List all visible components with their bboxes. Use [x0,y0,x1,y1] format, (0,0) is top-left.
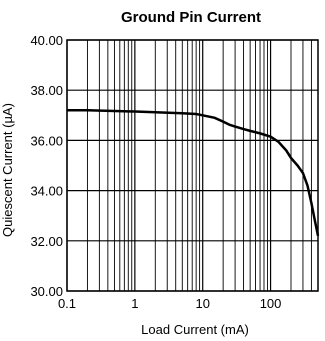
y-tick-labels: 30.00 32.00 34.00 36.00 38.00 40.00 [30,33,63,299]
x-tick-labels: 0.1 1 10 100 [58,296,281,311]
plot-frame [66,39,319,292]
y-tick-label: 32.00 [30,234,63,249]
x-tick-label: 0.1 [58,296,76,311]
y-tick-label: 40.00 [30,33,63,48]
y-tick-label: 30.00 [30,284,63,299]
x-tick-label: 100 [260,296,282,311]
y-axis-label: Quiescent Current (µA) [0,103,15,237]
y-tick-label: 34.00 [30,184,63,199]
x-axis-label: Load Current (mA) [141,322,249,337]
x-tick-label: 10 [195,296,209,311]
series-line [67,109,320,237]
chart-title: Ground Pin Current [121,9,261,26]
grid [66,39,319,292]
x-tick-label: 1 [131,296,138,311]
y-tick-label: 36.00 [30,133,63,148]
y-tick-label: 38.00 [30,83,63,98]
